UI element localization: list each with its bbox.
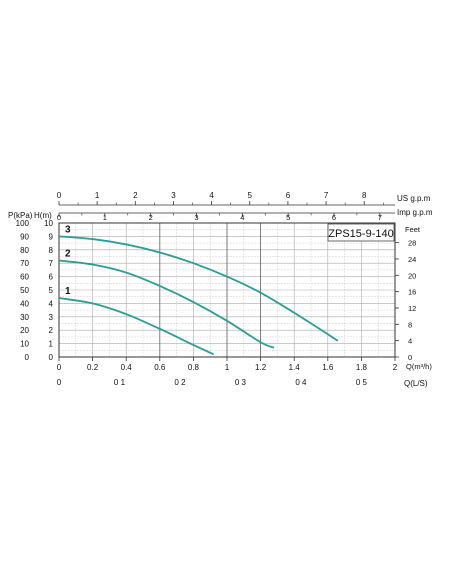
imp-gpm-tick-label: 0	[57, 213, 61, 222]
feet-tick-label: 28	[408, 239, 416, 248]
y-tick-label: 5	[49, 286, 54, 295]
chart-series: 1 2 3	[58, 224, 339, 356]
us-gpm-tick-label: 4	[209, 191, 214, 200]
y-axis-label: H(m)	[34, 211, 52, 220]
y-tick-label: 3	[49, 313, 54, 322]
x-tick-label: 1	[225, 363, 230, 372]
y-tick-label: 8	[49, 246, 54, 255]
x-tick-label: 1.4	[289, 363, 301, 372]
ls-tick-label: 0 5	[356, 378, 368, 387]
ls-tick-label: 0 3	[235, 378, 247, 387]
y-tick-label: 0	[49, 353, 54, 362]
us-gpm-tick-label: 2	[133, 191, 138, 200]
ls-tick-label: 0 4	[295, 378, 307, 387]
model-label: ZPS15-9-140	[328, 228, 393, 240]
x-tick-label: 1.6	[322, 363, 334, 372]
y-tick-label: 4	[49, 299, 54, 308]
ls-tick-label: 0 2	[174, 378, 186, 387]
x-tick-label: 1.2	[255, 363, 267, 372]
feet-tick-label: 4	[408, 337, 412, 346]
us-gpm-axis-label: US g.p.m	[397, 194, 431, 203]
kpa-tick-label: 90	[20, 232, 29, 241]
feet-tick-label: 12	[408, 304, 416, 313]
us-gpm-tick-label: 0	[57, 191, 62, 200]
y-tick-label: 6	[49, 273, 54, 282]
ls-tick-label: 0	[57, 378, 62, 387]
us-gpm-tick-label: 1	[95, 191, 100, 200]
us-gpm-tick-label: 5	[248, 191, 253, 200]
x-axis-label: Q(m³/h)	[406, 362, 432, 371]
us-gpm-tick-label: 7	[324, 191, 329, 200]
imp-gpm-tick-label: 5	[286, 213, 290, 222]
series-label-1: 1	[65, 286, 71, 297]
x-tick-label: 0.2	[87, 363, 99, 372]
x-tick-label: 0.6	[154, 363, 166, 372]
feet-tick-label: 16	[408, 288, 416, 297]
x-tick-label: 2	[393, 363, 398, 372]
kpa-tick-label: 80	[20, 246, 29, 255]
us-gpm-tick-label: 3	[171, 191, 176, 200]
imp-gpm-tick-label: 3	[194, 213, 198, 222]
feet-tick-label: 20	[408, 271, 416, 280]
kpa-tick-label: 100	[16, 219, 30, 228]
kpa-tick-label: 10	[20, 340, 29, 349]
feet-tick-label: 0	[408, 353, 412, 362]
kpa-axis-label: P(kPa)	[8, 211, 33, 220]
x-tick-label: 0	[57, 363, 62, 372]
y-tick-label: 1	[49, 340, 54, 349]
model-label-box	[327, 223, 395, 242]
kpa-tick-label: 50	[20, 286, 29, 295]
kpa-tick-label: 40	[20, 299, 29, 308]
series-line-3	[58, 235, 339, 342]
y-tick-label: 2	[49, 326, 54, 335]
kpa-tick-label: 30	[20, 313, 29, 322]
series-label-2: 2	[65, 249, 71, 260]
kpa-tick-label: 20	[20, 326, 29, 335]
us-gpm-tick-label: 6	[286, 191, 291, 200]
kpa-tick-label: 60	[20, 273, 29, 282]
y-tick-label: 10	[44, 219, 53, 228]
feet-tick-label: 24	[408, 255, 416, 264]
imp-gpm-axis-label: Imp g.p.m	[397, 208, 433, 217]
series-line-2	[58, 259, 275, 349]
feet-tick-label: 8	[408, 320, 412, 329]
imp-gpm-tick-label: 7	[378, 213, 382, 222]
imp-gpm-tick-label: 2	[149, 213, 153, 222]
ls-tick-label: 0 1	[114, 378, 126, 387]
chart-grid	[58, 222, 396, 358]
us-gpm-tick-label: 8	[362, 191, 367, 200]
series-line-1	[58, 297, 214, 356]
ls-axis-label: Q(L/S)	[404, 379, 428, 388]
imp-gpm-tick-label: 6	[332, 213, 336, 222]
x-tick-label: 0.8	[188, 363, 200, 372]
y-tick-label: 7	[49, 259, 54, 268]
y-tick-label: 9	[49, 232, 54, 241]
kpa-tick-label: 0	[25, 353, 30, 362]
feet-axis-label: Feet	[405, 225, 421, 234]
x-tick-label: 0.4	[121, 363, 133, 372]
imp-gpm-tick-label: 4	[240, 213, 244, 222]
series-label-3: 3	[65, 224, 71, 235]
x-tick-label: 1.8	[356, 363, 368, 372]
kpa-tick-label: 70	[20, 259, 29, 268]
imp-gpm-tick-label: 1	[103, 213, 107, 222]
